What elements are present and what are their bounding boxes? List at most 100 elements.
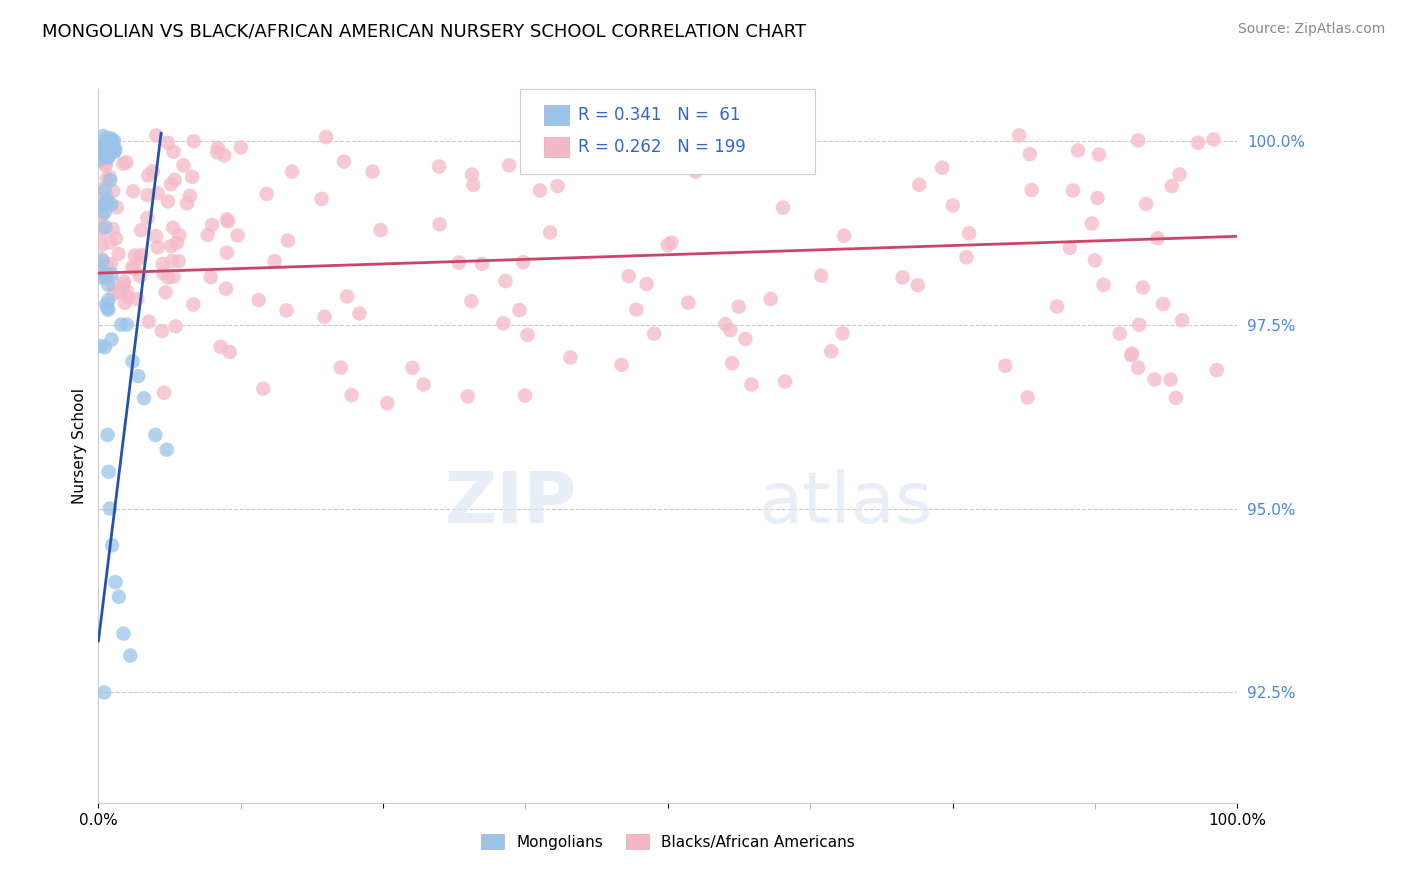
Point	[495, 274, 517, 288]
Point	[167, 254, 190, 268]
Point	[183, 297, 205, 311]
Point	[1128, 133, 1150, 147]
Point	[256, 186, 278, 201]
Point	[492, 316, 515, 330]
Point	[1135, 197, 1157, 211]
Point	[678, 295, 700, 310]
Point	[1121, 346, 1143, 360]
Point	[311, 192, 333, 206]
Point	[1152, 297, 1174, 311]
Point	[94, 205, 117, 219]
Point	[90, 197, 112, 211]
Point	[610, 358, 633, 372]
Point	[820, 344, 842, 359]
Point	[714, 317, 737, 331]
Point	[98, 501, 121, 516]
Point	[734, 332, 756, 346]
Point	[1067, 144, 1090, 158]
Point	[349, 306, 371, 320]
Point	[513, 388, 536, 402]
Text: atlas: atlas	[759, 468, 934, 538]
Point	[1092, 277, 1115, 292]
Point	[197, 227, 219, 242]
Point	[955, 250, 977, 264]
Point	[112, 157, 135, 171]
Point	[1160, 179, 1182, 194]
Point	[117, 290, 139, 304]
Point	[93, 140, 115, 154]
Point	[994, 359, 1017, 373]
Point	[1088, 147, 1111, 161]
Point	[112, 275, 135, 289]
Point	[1126, 360, 1149, 375]
Point	[96, 131, 118, 145]
Point	[908, 178, 931, 192]
Point	[122, 184, 145, 198]
Point	[93, 147, 115, 161]
Point	[90, 207, 112, 221]
Point	[1164, 391, 1187, 405]
Point	[90, 182, 112, 196]
Point	[1084, 253, 1107, 268]
Point	[146, 186, 169, 201]
Point	[498, 158, 520, 172]
Point	[160, 254, 183, 268]
Point	[1128, 318, 1150, 332]
Point	[162, 269, 184, 284]
Point	[96, 428, 118, 442]
Point	[136, 188, 159, 202]
Point	[1059, 241, 1081, 255]
Point	[121, 354, 143, 368]
Point	[101, 222, 124, 236]
Point	[626, 302, 648, 317]
Point	[957, 226, 980, 240]
Point	[740, 377, 762, 392]
Point	[98, 173, 121, 187]
Point	[110, 318, 132, 332]
Point	[759, 292, 782, 306]
Point	[91, 145, 114, 160]
Point	[101, 140, 124, 154]
Point	[162, 220, 184, 235]
Point	[129, 268, 152, 283]
Point	[98, 135, 121, 149]
Point	[1146, 231, 1168, 245]
Point	[1021, 183, 1043, 197]
Point	[94, 267, 117, 281]
Point	[108, 590, 131, 604]
Point	[136, 211, 159, 225]
Point	[94, 340, 117, 354]
Point	[810, 268, 832, 283]
Point	[1121, 348, 1143, 362]
Point	[90, 209, 112, 223]
Text: Source: ZipAtlas.com: Source: ZipAtlas.com	[1237, 22, 1385, 37]
Point	[90, 237, 112, 252]
Point	[90, 339, 112, 353]
Point	[96, 141, 118, 155]
Point	[100, 131, 122, 145]
Point	[217, 214, 239, 228]
Point	[773, 375, 796, 389]
Point	[281, 164, 304, 178]
Point	[94, 220, 117, 235]
Point	[377, 396, 399, 410]
Point	[105, 200, 128, 214]
Point	[96, 136, 118, 151]
Point	[832, 228, 855, 243]
Point	[200, 270, 222, 285]
Text: ZIP: ZIP	[444, 468, 576, 538]
Point	[153, 385, 176, 400]
Point	[150, 324, 173, 338]
Point	[100, 257, 122, 271]
Point	[891, 270, 914, 285]
Point	[90, 153, 112, 168]
Point	[207, 145, 229, 160]
Point	[93, 685, 115, 699]
Point	[315, 130, 337, 145]
Point	[120, 648, 142, 663]
Point	[90, 252, 112, 266]
Point	[105, 231, 128, 245]
Point	[156, 442, 179, 457]
Point	[103, 134, 125, 148]
Point	[127, 369, 149, 384]
